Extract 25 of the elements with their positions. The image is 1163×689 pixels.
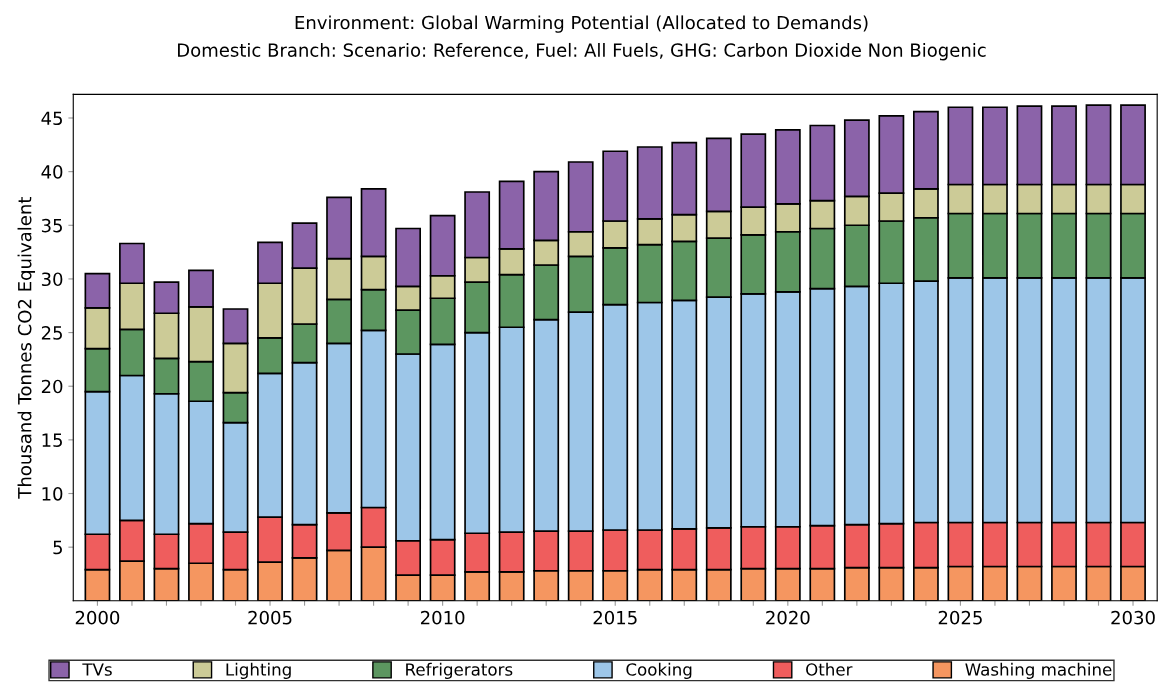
y-tick-label: 20	[41, 379, 63, 394]
x-tick-label: 2020	[766, 610, 810, 625]
x-tick-label: 2015	[593, 610, 637, 625]
legend-label: Lighting	[226, 662, 291, 679]
x-tick-label: 2010	[420, 610, 465, 625]
y-axis-title: Thousand Tonnes CO2 Equivalent	[17, 197, 36, 499]
y-tick-label: 40	[41, 165, 63, 179]
legend-label: Washing machine	[965, 662, 1112, 679]
x-tick-label: 2005	[248, 610, 292, 625]
y-tick-label: 30	[41, 272, 63, 287]
y-tick-label: 15	[42, 433, 62, 447]
x-tick-label: 2000	[75, 610, 120, 625]
legend-label: Refrigerators	[406, 662, 513, 679]
legend-label: Other	[806, 662, 853, 676]
y-tick-label: 25	[41, 326, 62, 340]
y-tick-label: 10	[42, 486, 63, 501]
y-tick-label: 35	[41, 218, 62, 233]
legend-label: Cooking	[626, 662, 692, 679]
legend-label: TVs	[82, 663, 112, 676]
chart-title: Environment: Global Warming Potential (Allocated to Demands)	[295, 15, 868, 33]
x-tick-label: 2025	[938, 610, 982, 625]
chart-subtitle: Domestic Branch: Scenario: Reference, Fuel: All Fuels, GHG: Carbon Dioxide Non Biogenic	[178, 42, 986, 61]
x-tick-label: 2030	[1111, 610, 1155, 625]
y-tick-label: 45	[41, 111, 62, 126]
y-tick-label: 5	[53, 540, 62, 555]
